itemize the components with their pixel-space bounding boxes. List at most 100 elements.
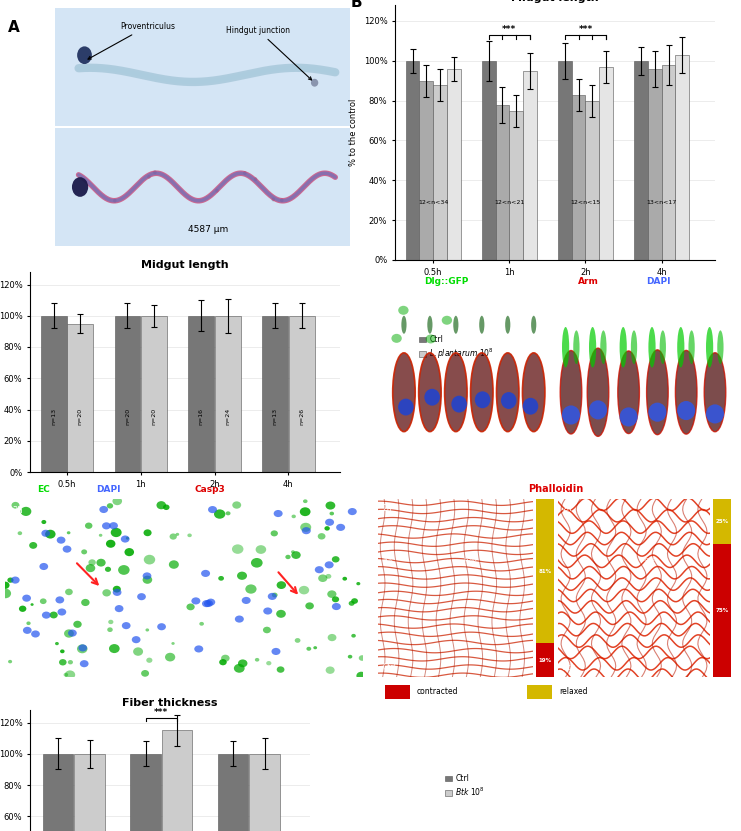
Ellipse shape	[122, 622, 130, 629]
Text: 19%: 19%	[539, 657, 551, 662]
Ellipse shape	[303, 499, 308, 503]
Ellipse shape	[142, 576, 152, 584]
Bar	[585, 101, 599, 260]
Ellipse shape	[113, 589, 122, 596]
Ellipse shape	[107, 504, 113, 509]
Bar	[130, 754, 161, 831]
Ellipse shape	[12, 502, 19, 509]
Bar	[675, 55, 689, 260]
Bar	[648, 69, 662, 260]
Ellipse shape	[332, 603, 341, 610]
Ellipse shape	[79, 644, 87, 652]
Ellipse shape	[237, 572, 247, 580]
Text: ***: ***	[502, 25, 516, 34]
Bar	[713, 543, 731, 677]
Ellipse shape	[8, 660, 12, 663]
Ellipse shape	[40, 598, 47, 604]
Text: Ctrl: Ctrl	[12, 663, 27, 672]
Ellipse shape	[144, 529, 152, 536]
Ellipse shape	[242, 597, 250, 604]
Text: /: /	[560, 277, 564, 286]
Ellipse shape	[562, 406, 580, 425]
Ellipse shape	[270, 530, 278, 536]
Bar	[218, 754, 248, 831]
Bar	[249, 754, 280, 831]
Ellipse shape	[505, 316, 511, 334]
Text: post: post	[463, 558, 477, 563]
Ellipse shape	[302, 527, 310, 534]
Ellipse shape	[255, 658, 259, 661]
Ellipse shape	[238, 660, 247, 667]
Ellipse shape	[253, 177, 257, 181]
Ellipse shape	[99, 534, 102, 537]
Ellipse shape	[146, 657, 153, 663]
Text: /: /	[175, 484, 179, 494]
Ellipse shape	[717, 331, 723, 364]
Ellipse shape	[19, 606, 27, 612]
Ellipse shape	[56, 597, 64, 603]
Ellipse shape	[425, 334, 436, 343]
Ellipse shape	[336, 524, 345, 531]
Ellipse shape	[647, 350, 668, 435]
Text: E: E	[10, 483, 19, 495]
Ellipse shape	[351, 598, 358, 604]
Ellipse shape	[299, 586, 309, 594]
Ellipse shape	[102, 589, 111, 597]
Ellipse shape	[64, 671, 75, 679]
Text: Ctrl: Ctrl	[382, 663, 396, 672]
Ellipse shape	[109, 644, 119, 653]
Ellipse shape	[522, 353, 545, 431]
Ellipse shape	[124, 548, 134, 556]
Ellipse shape	[57, 537, 65, 543]
Ellipse shape	[39, 563, 48, 570]
Ellipse shape	[325, 501, 336, 509]
Ellipse shape	[0, 588, 11, 598]
Ellipse shape	[60, 649, 64, 653]
Ellipse shape	[600, 331, 607, 364]
Ellipse shape	[22, 595, 31, 602]
Text: n=20: n=20	[125, 408, 130, 425]
Ellipse shape	[157, 623, 166, 630]
Ellipse shape	[471, 353, 493, 431]
Text: 2h: 2h	[190, 506, 201, 515]
Ellipse shape	[86, 564, 96, 573]
Text: Hindgut junction: Hindgut junction	[226, 26, 312, 80]
Y-axis label: % to the control: % to the control	[349, 99, 358, 166]
Ellipse shape	[165, 653, 175, 661]
Bar	[162, 730, 193, 831]
Ellipse shape	[141, 670, 149, 676]
Bar	[599, 66, 613, 260]
Text: n=20: n=20	[151, 408, 156, 425]
Text: Ctrl: Ctrl	[383, 457, 398, 466]
Ellipse shape	[23, 627, 32, 634]
Ellipse shape	[706, 405, 724, 424]
Bar	[572, 95, 585, 260]
Text: DAPI: DAPI	[96, 484, 121, 494]
Ellipse shape	[451, 396, 467, 412]
Ellipse shape	[64, 629, 74, 637]
Ellipse shape	[328, 590, 336, 598]
Ellipse shape	[219, 659, 227, 666]
Ellipse shape	[232, 501, 241, 509]
Ellipse shape	[153, 170, 156, 175]
Ellipse shape	[276, 610, 286, 617]
Ellipse shape	[342, 577, 347, 581]
Text: post: post	[642, 558, 655, 563]
Ellipse shape	[453, 316, 459, 334]
Text: Btk: Btk	[559, 457, 572, 466]
Ellipse shape	[479, 316, 485, 334]
Ellipse shape	[27, 622, 30, 625]
Ellipse shape	[80, 660, 89, 667]
Text: 12<n<34: 12<n<34	[418, 200, 448, 205]
Ellipse shape	[243, 171, 247, 175]
Ellipse shape	[18, 531, 22, 535]
Ellipse shape	[332, 597, 339, 602]
Legend: Ctrl, $\it{L. plantarum}$ 10$^8$: Ctrl, $\it{L. plantarum}$ 10$^8$	[416, 332, 497, 364]
Text: 2h: 2h	[562, 504, 572, 514]
Text: 12<n<21: 12<n<21	[494, 200, 525, 205]
Ellipse shape	[176, 533, 179, 536]
Ellipse shape	[1, 582, 10, 589]
Text: lumen: lumen	[444, 302, 468, 311]
Bar	[523, 71, 536, 260]
Ellipse shape	[73, 621, 82, 628]
